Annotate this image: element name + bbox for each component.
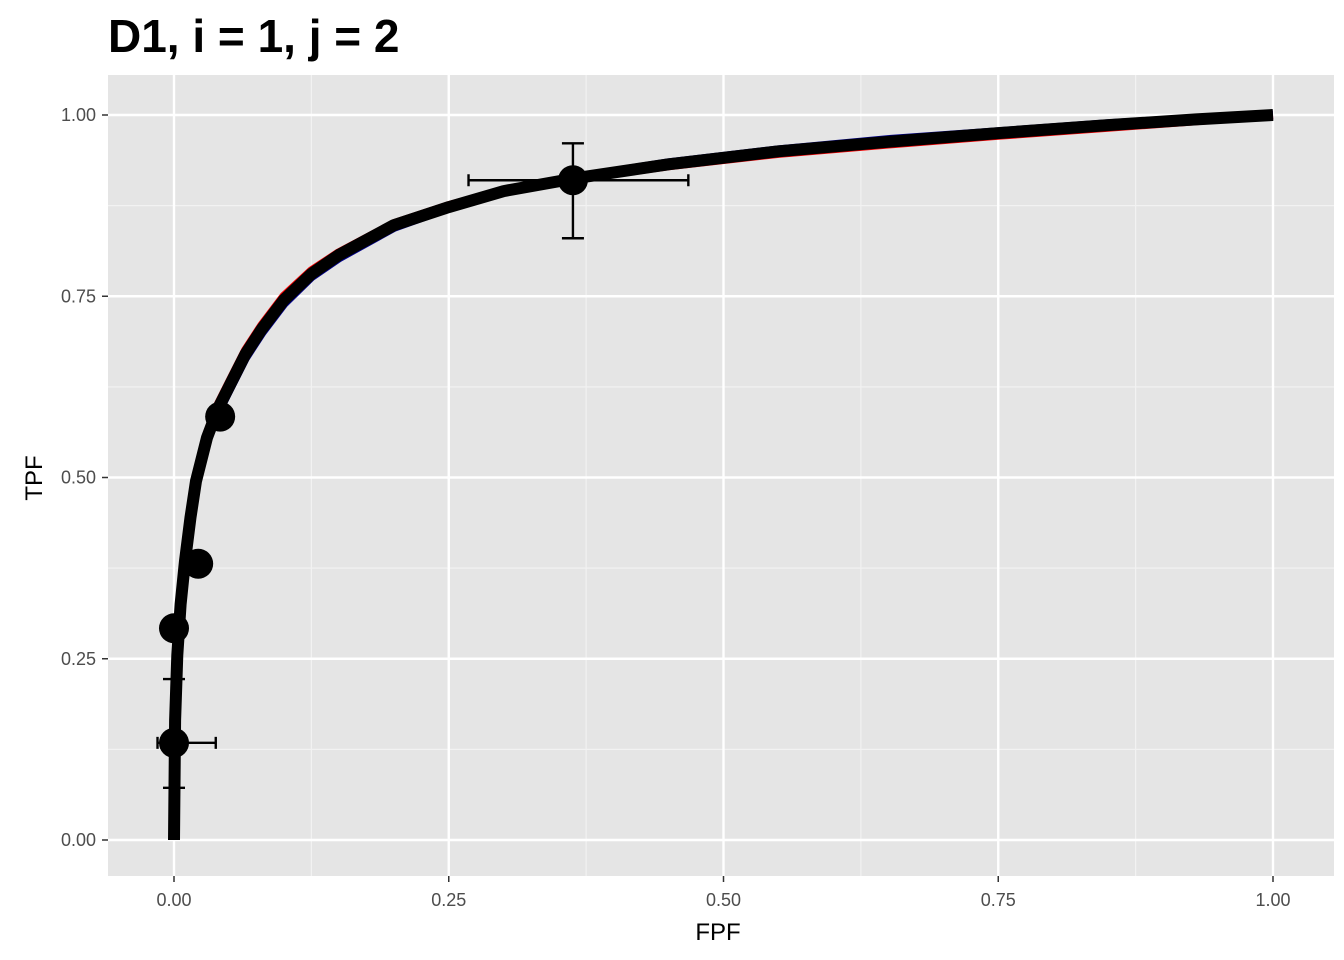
minor-gridlines [108, 75, 1334, 876]
x-axis: 0.00 0.25 0.50 0.75 1.00 [156, 876, 1291, 910]
plot-panel [108, 75, 1334, 876]
operating-point [205, 401, 236, 432]
y-tick-label: 0.50 [61, 468, 96, 488]
y-tick-label: 1.00 [61, 105, 96, 125]
y-axis-label: TPF [21, 455, 48, 500]
operating-point [183, 548, 214, 579]
operating-points-layer [159, 165, 588, 758]
x-tick-label: 0.00 [156, 890, 191, 910]
roc-curve-3 [168, 109, 1274, 841]
x-tick-label: 1.00 [1255, 890, 1290, 910]
major-gridlines [108, 75, 1334, 876]
operating-point [159, 613, 189, 644]
y-axis: 0.00 0.25 0.50 0.75 1.00 [61, 105, 108, 850]
y-tick-label: 0.25 [61, 649, 96, 669]
x-axis-label: FPF [695, 919, 740, 946]
x-tick-label: 0.50 [706, 890, 741, 910]
operating-point [159, 727, 189, 758]
x-tick-label: 0.75 [981, 890, 1016, 910]
y-tick-label: 0.75 [61, 286, 96, 306]
operating-point [557, 165, 588, 196]
chart-title: D1, i = 1, j = 2 [108, 10, 400, 62]
x-tick-label: 0.25 [431, 890, 466, 910]
y-tick-label: 0.00 [61, 830, 96, 850]
